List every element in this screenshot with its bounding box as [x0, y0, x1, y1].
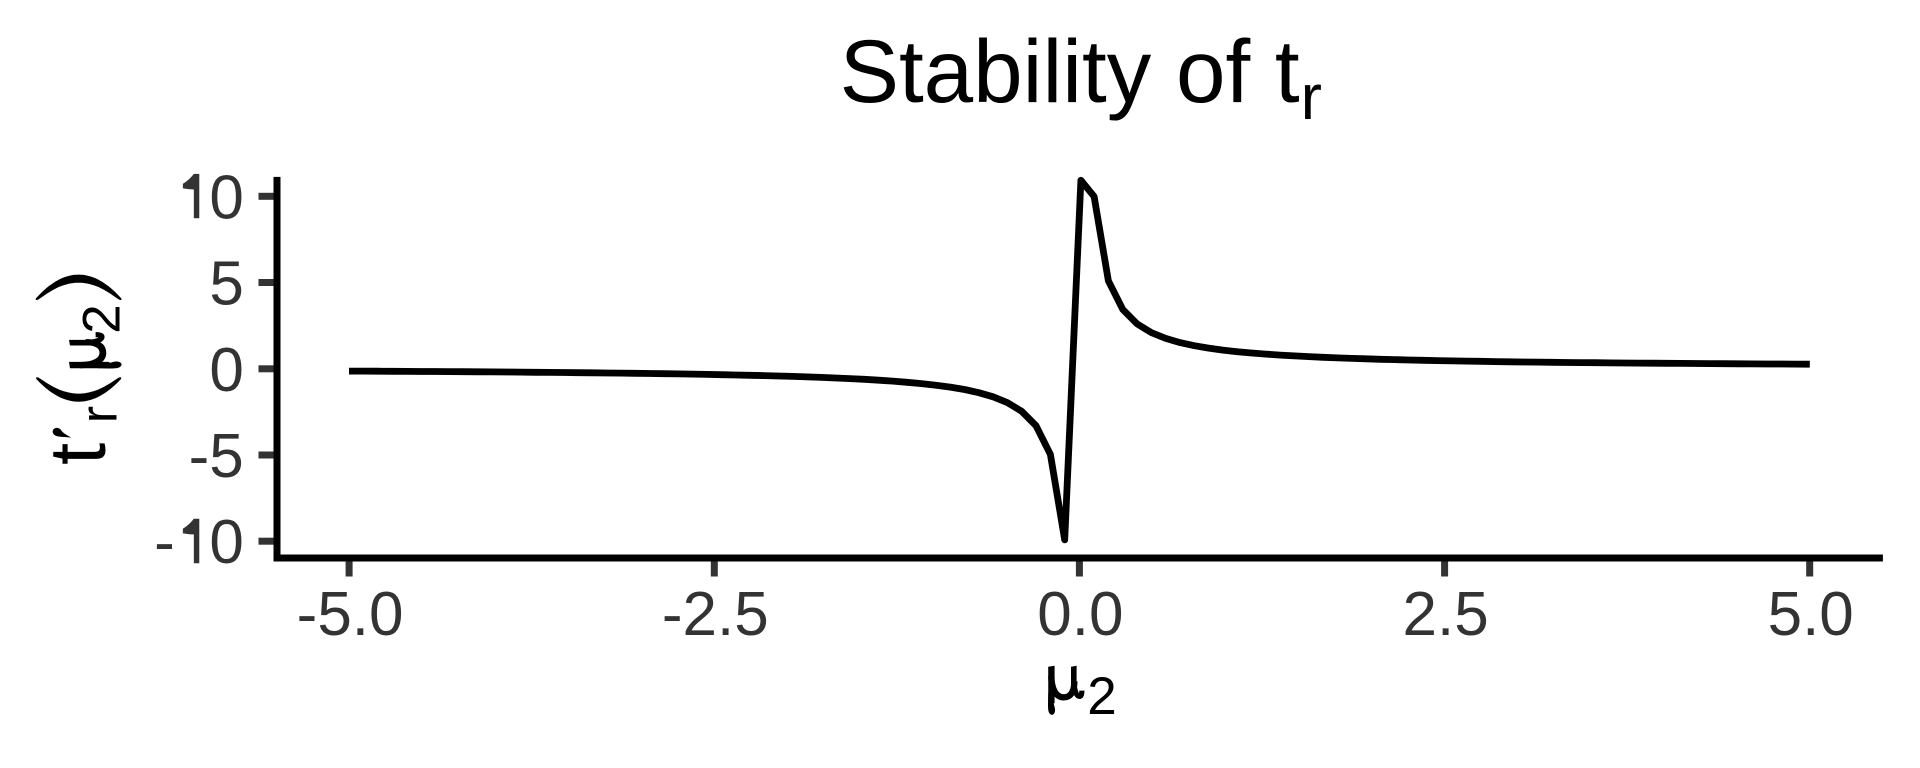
svg-text:0.0: 0.0 [1037, 580, 1123, 649]
svg-text:2: 2 [73, 304, 132, 333]
svg-text:5.0: 5.0 [1768, 580, 1854, 649]
svg-text:2.5: 2.5 [1402, 580, 1488, 649]
svg-text:Stability of t: Stability of t [840, 21, 1300, 121]
svg-text:-: - [154, 508, 175, 577]
svg-text:t: t [33, 443, 122, 465]
svg-text:-5: -5 [189, 422, 244, 491]
svg-text:-2.5: -2.5 [662, 580, 769, 649]
svg-text:r: r [71, 406, 129, 423]
svg-text:2: 2 [1087, 667, 1116, 726]
svg-text:0: 0 [209, 336, 243, 405]
svg-text:0: 0 [209, 508, 243, 577]
svg-text:0: 0 [209, 163, 243, 232]
svg-text:r: r [1301, 61, 1322, 133]
svg-text:5: 5 [209, 250, 243, 319]
svg-text:-5.0: -5.0 [297, 580, 404, 649]
